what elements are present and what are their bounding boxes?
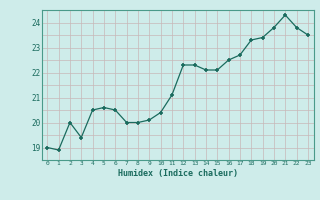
X-axis label: Humidex (Indice chaleur): Humidex (Indice chaleur) [118,169,237,178]
